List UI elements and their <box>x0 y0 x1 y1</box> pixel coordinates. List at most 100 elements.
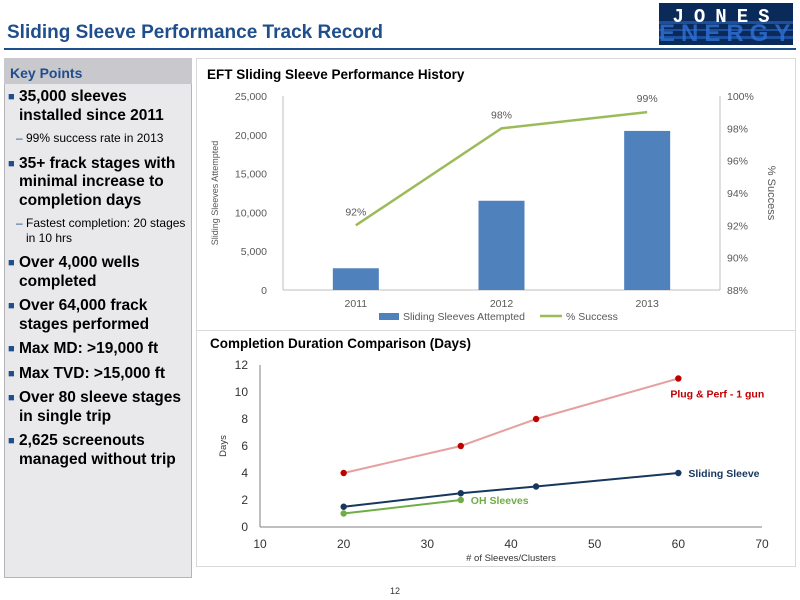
y-tick-label: 4 <box>241 466 248 480</box>
bullet-square-icon: ■ <box>8 157 15 170</box>
dash-icon: – <box>16 131 23 145</box>
x-tick-label: 2012 <box>490 298 514 310</box>
key-point-item: ■ Over 4,000 wells completed <box>8 254 190 291</box>
logo-sub-text: ENERGY <box>659 20 793 45</box>
y2-tick-label: 90% <box>727 253 748 265</box>
x-tick-label: 40 <box>504 537 518 551</box>
x-tick-label: 50 <box>588 537 602 551</box>
x-tick-label: 2013 <box>635 298 659 310</box>
plug-perf-point <box>675 375 682 382</box>
y-tick-label: 5,000 <box>241 246 267 258</box>
key-points-panel <box>4 58 192 578</box>
bar-sliding-sleeves <box>332 268 379 290</box>
y-tick-label: 20,000 <box>235 130 267 142</box>
key-point-item: ■ 35+ frack stages with minimal increase … <box>8 155 190 211</box>
y-tick-label: 0 <box>261 285 267 297</box>
y2-tick-label: 100% <box>727 91 754 103</box>
y-tick-label: 6 <box>241 439 248 453</box>
sliding-sleeve-point <box>675 469 682 477</box>
y2-tick-label: 94% <box>727 188 748 200</box>
key-point-item: ■ Over 80 sleeve stages in single trip <box>8 389 190 426</box>
plug-perf-label: Plug & Perf - 1 gun <box>670 389 764 401</box>
key-point-item: ■ 35,000 sleeves installed since 2011 <box>8 88 190 125</box>
logo-text: JONES <box>672 6 780 28</box>
success-data-label: 98% <box>491 109 512 121</box>
bullet-square-icon: ■ <box>8 367 15 380</box>
key-point-text: Max TVD: >15,000 ft <box>19 364 166 382</box>
y2-tick-label: 92% <box>727 220 748 232</box>
key-point-text: 2,625 screenouts managed without trip <box>19 432 176 468</box>
x-tick-label: 70 <box>755 537 769 551</box>
key-point-text: 35,000 sleeves installed since 2011 <box>19 88 164 124</box>
sliding-sleeve-label: Sliding Sleeve <box>688 468 759 480</box>
sliding-sleeve-point <box>457 490 464 497</box>
x-tick-label: 10 <box>253 537 267 551</box>
bullet-square-icon: ■ <box>8 300 15 312</box>
x-tick-label: 30 <box>421 537 435 551</box>
key-point-item: ■ Over 64,000 frack stages performed <box>8 297 190 334</box>
key-point-text: Over 80 sleeve stages in single trip <box>19 389 182 425</box>
bullet-square-icon: ■ <box>8 91 15 103</box>
bullet-square-icon: ■ <box>8 435 15 447</box>
plug-perf-line <box>343 377 679 474</box>
y-tick-label: 2 <box>241 493 248 507</box>
y-tick-label: 25,000 <box>235 91 267 103</box>
key-point-subitem: –99% success rate in 2013 <box>16 131 190 146</box>
key-point-item: ■ Max MD: >19,000 ft <box>8 340 190 359</box>
bullet-square-icon: ■ <box>8 257 15 269</box>
page-title: Sliding Sleeve Performance Track Record <box>7 22 383 43</box>
key-point-text: Max MD: >19,000 ft <box>19 340 159 357</box>
company-logo: ENERGY JONES <box>659 3 793 45</box>
plug-perf-point <box>340 469 347 477</box>
y2-tick-label: 96% <box>727 156 748 168</box>
success-data-label: 99% <box>637 93 658 105</box>
bullet-square-icon: ■ <box>8 343 15 355</box>
bar-sliding-sleeves <box>478 200 525 290</box>
key-point-item: ■ Max TVD: >15,000 ft <box>8 365 190 384</box>
x-tick-label: 2011 <box>345 298 368 310</box>
oh-sleeves-line <box>343 499 461 515</box>
y-tick-label: 12 <box>235 358 249 372</box>
legend-bar-swatch <box>379 313 399 320</box>
y2-tick-label: 98% <box>727 123 748 135</box>
key-points-list: ■ 35,000 sleeves installed since 2011–99%… <box>8 88 190 475</box>
legend-bar-label: Sliding Sleeves Attempted <box>403 311 525 323</box>
bar-sliding-sleeves <box>624 130 671 290</box>
key-point-text: Over 4,000 wells completed <box>19 254 140 290</box>
sliding-sleeve-point <box>532 483 540 490</box>
oh-sleeves-point <box>340 510 347 517</box>
oh-sleeves-label: OH Sleeves <box>471 495 529 507</box>
success-rate-line <box>355 110 648 227</box>
chart-title: Completion Duration Comparison (Days) <box>210 336 471 351</box>
y-axis-title: Days <box>218 435 229 457</box>
key-points-header <box>4 58 192 84</box>
y-tick-label: 15,000 <box>235 169 267 181</box>
key-point-subtext: 99% success rate in 2013 <box>26 131 164 145</box>
key-point-text: 35+ frack stages with minimal increase t… <box>19 154 176 209</box>
key-point-item: ■ 2,625 screenouts managed without trip <box>8 432 190 469</box>
y-tick-label: 10,000 <box>235 207 267 219</box>
performance-history-chart: EFT Sliding Sleeve Performance History 0 5… <box>196 58 796 331</box>
success-data-label: 92% <box>345 206 366 218</box>
plug-perf-point <box>532 415 540 423</box>
y-axis-title: Sliding Sleeves Attempted <box>210 141 220 246</box>
chart-title: EFT Sliding Sleeve Performance History <box>207 67 465 82</box>
page-number: 12 <box>390 586 401 596</box>
completion-duration-chart: Completion Duration Comparison (Days) 0 2 4… <box>196 330 796 567</box>
logo-pattern <box>659 3 793 45</box>
y-tick-label: 10 <box>235 385 249 399</box>
y2-tick-label: 88% <box>727 285 748 297</box>
key-points-title: Key Points <box>10 65 83 81</box>
x-axis-title: # of Sleeves/Clusters <box>466 553 556 564</box>
title-divider <box>4 48 796 50</box>
oh-sleeves-point <box>457 496 464 504</box>
bullet-square-icon: ■ <box>8 392 15 404</box>
key-point-text: Over 64,000 frack stages performed <box>19 297 150 333</box>
x-tick-label: 60 <box>672 537 686 551</box>
key-point-subitem: – Fastest completion: 20 stages in 10 hrs <box>16 216 190 245</box>
y-tick-label: 8 <box>241 412 248 426</box>
dash-icon: – <box>16 216 23 230</box>
x-tick-label: 20 <box>337 537 351 551</box>
y2-axis-title: % Success <box>765 166 777 221</box>
plug-perf-point <box>457 442 464 450</box>
